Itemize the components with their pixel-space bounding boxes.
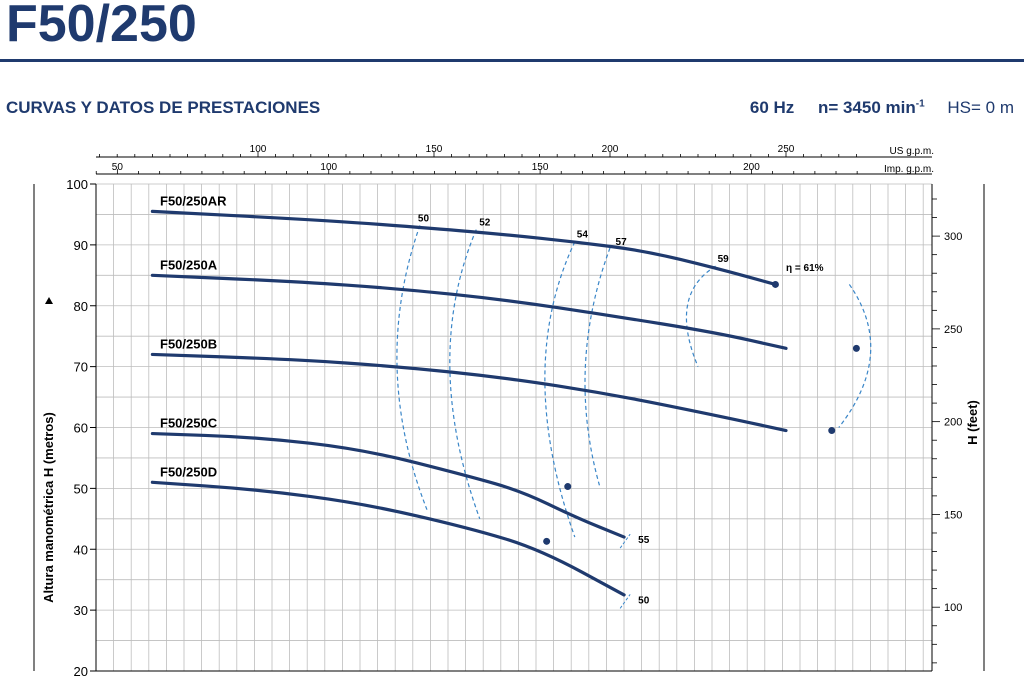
speed-text: n= 3450 min [817, 98, 916, 117]
curve-label: F50/250B [160, 336, 217, 351]
hs-label: HS= 0 m [947, 98, 1014, 117]
curve-label: F50/250C [160, 416, 218, 431]
curve-f50-250d [150, 480, 626, 597]
efficiency-curve-59 [685, 265, 716, 367]
curve-f50-250ar [150, 209, 778, 287]
curve-f50-250c [150, 431, 626, 539]
y-axis-tick-label: 90 [74, 238, 88, 253]
top-axis-imp-tick-label: 50 [112, 162, 124, 173]
y-axis-label: Altura manométrica H (metros) [41, 412, 56, 603]
efficiency-label: η = 61% [786, 263, 824, 274]
efficiency-label: 52 [479, 217, 491, 228]
y-axis-tick-label: 30 [74, 603, 88, 618]
speed-label: n= 3450 min-1 [818, 98, 925, 117]
efficiency-curve-52 [449, 229, 481, 520]
curve-point [771, 280, 779, 288]
performance-chart: 100 150 200 250 US g.p.m. 50 100 150 200 Imp. g.p… [33, 144, 985, 679]
curve-label: F50/250A [160, 257, 218, 272]
page-title: F50/250 [6, 0, 197, 53]
curve-point [543, 537, 551, 545]
top-axis-us-tick-label: 200 [602, 144, 619, 155]
efficiency-curve-57 [584, 247, 611, 486]
curve-point [852, 344, 860, 352]
y-axis-tick-label: 50 [74, 481, 88, 496]
y2-axis-label: H (feet) [965, 400, 980, 445]
y-axis-tick-label: 70 [74, 360, 88, 375]
y2-axis-tick-label: 100 [944, 602, 962, 614]
y-axis-tick-label: 80 [74, 299, 88, 314]
top-axis-imp-label: Imp. g.p.m. [884, 164, 934, 175]
top-axis-imp-tick-label: 100 [320, 162, 337, 173]
curve-f50-250a [150, 273, 788, 350]
curve-point [564, 483, 572, 491]
efficiency-label: 50 [418, 214, 430, 225]
y2-axis-tick-label: 200 [944, 417, 962, 429]
efficiency-label: 54 [577, 230, 589, 241]
efficiency-curve-54 [544, 241, 576, 538]
y-axis-arrow-icon [45, 297, 53, 304]
top-axis-us-tick-label: 150 [426, 144, 443, 155]
chart-grid [95, 183, 932, 672]
top-axis-imp-tick-label: 150 [532, 162, 549, 173]
y-axis-tick-label: 60 [74, 421, 88, 436]
y2-axis-tick-label: 300 [944, 231, 962, 243]
curve-f50-250b [150, 352, 788, 433]
curve-end-label: 55 [638, 535, 650, 546]
curve-label: F50/250AR [160, 193, 227, 208]
pump-curves [150, 209, 788, 597]
y2-axis-tick-label: 150 [944, 509, 962, 521]
y-axis-tick-label: 40 [74, 542, 88, 557]
y-axis-tick-label: 20 [74, 664, 88, 679]
efficiency-label: 57 [616, 237, 628, 248]
title-rule [0, 59, 1024, 62]
frequency-label: 60 Hz [749, 98, 795, 117]
speed-exponent: -1 [915, 98, 925, 110]
operating-conditions: 60 Hz n= 3450 min-1 HS= 0 m [750, 98, 1014, 118]
end-marker [619, 594, 631, 609]
curve-point [828, 427, 836, 435]
top-axis-imp-tick-label: 200 [743, 162, 760, 173]
top-axis-us-tick-label: 250 [778, 144, 795, 155]
y2-axis-tick-label: 250 [944, 324, 962, 336]
top-axis-us-tick-label: 100 [250, 144, 267, 155]
chart-subtitle: CURVAS Y DATOS DE PRESTACIONES [6, 98, 321, 117]
curve-label: F50/250D [160, 464, 217, 479]
efficiency-label: 59 [718, 254, 730, 265]
y-axis-tick-label: 100 [66, 177, 88, 192]
end-marker [619, 533, 631, 549]
curve-end-label: 50 [638, 595, 650, 606]
efficiency-curve-61 [838, 284, 872, 428]
top-axis-us-label: US g.p.m. [890, 146, 934, 157]
